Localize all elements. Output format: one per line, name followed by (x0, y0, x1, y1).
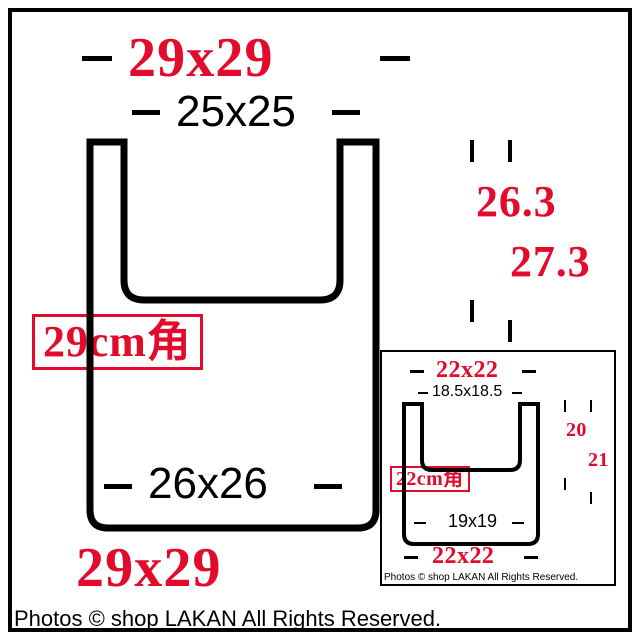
mini-bottom-outer-dim: 22x22 (432, 544, 494, 568)
dim-dash (314, 484, 342, 489)
top-inner-dim: 25x25 (176, 90, 296, 134)
dim-dash (564, 400, 566, 412)
dim-dash (82, 56, 112, 61)
dim-dash (590, 492, 592, 504)
mini-size-badge: 22cm角 (390, 466, 470, 492)
dim-dash (512, 522, 524, 524)
dim-dash (104, 484, 132, 489)
dim-dash (508, 140, 512, 162)
dim-dash (414, 522, 426, 524)
copyright: Photos © shop LAKAN All Rights Reserved. (14, 606, 441, 632)
right-dim-1: 26.3 (476, 180, 557, 224)
top-outer-dim: 29x29 (128, 30, 274, 86)
mini-bottom-inner-dim: 19x19 (448, 512, 497, 530)
mini-right-dim-2: 21 (588, 450, 609, 470)
dim-dash (132, 110, 160, 115)
dim-dash (522, 370, 536, 373)
dim-dash (590, 400, 592, 412)
size-badge: 29cm角 (32, 314, 203, 370)
dim-dash (410, 370, 424, 373)
dim-dash (380, 56, 410, 61)
mini-top-outer-dim: 22x22 (436, 358, 498, 382)
dim-dash (418, 392, 428, 394)
bottom-outer-dim: 29x29 (76, 540, 222, 596)
dim-dash (470, 140, 474, 162)
mini-right-dim-1: 20 (566, 420, 587, 440)
dim-dash (508, 320, 512, 342)
mini-top-inner-dim: 18.5x18.5 (432, 384, 502, 400)
dim-dash (524, 556, 538, 559)
mini-copyright: Photos © shop LAKAN All Rights Reserved. (384, 572, 578, 583)
dim-dash (332, 110, 360, 115)
right-dim-2: 27.3 (510, 240, 591, 284)
dim-dash (512, 392, 522, 394)
dim-dash (470, 300, 474, 322)
bottom-inner-dim: 26x26 (148, 462, 268, 506)
dim-dash (564, 478, 566, 490)
dim-dash (404, 556, 418, 559)
